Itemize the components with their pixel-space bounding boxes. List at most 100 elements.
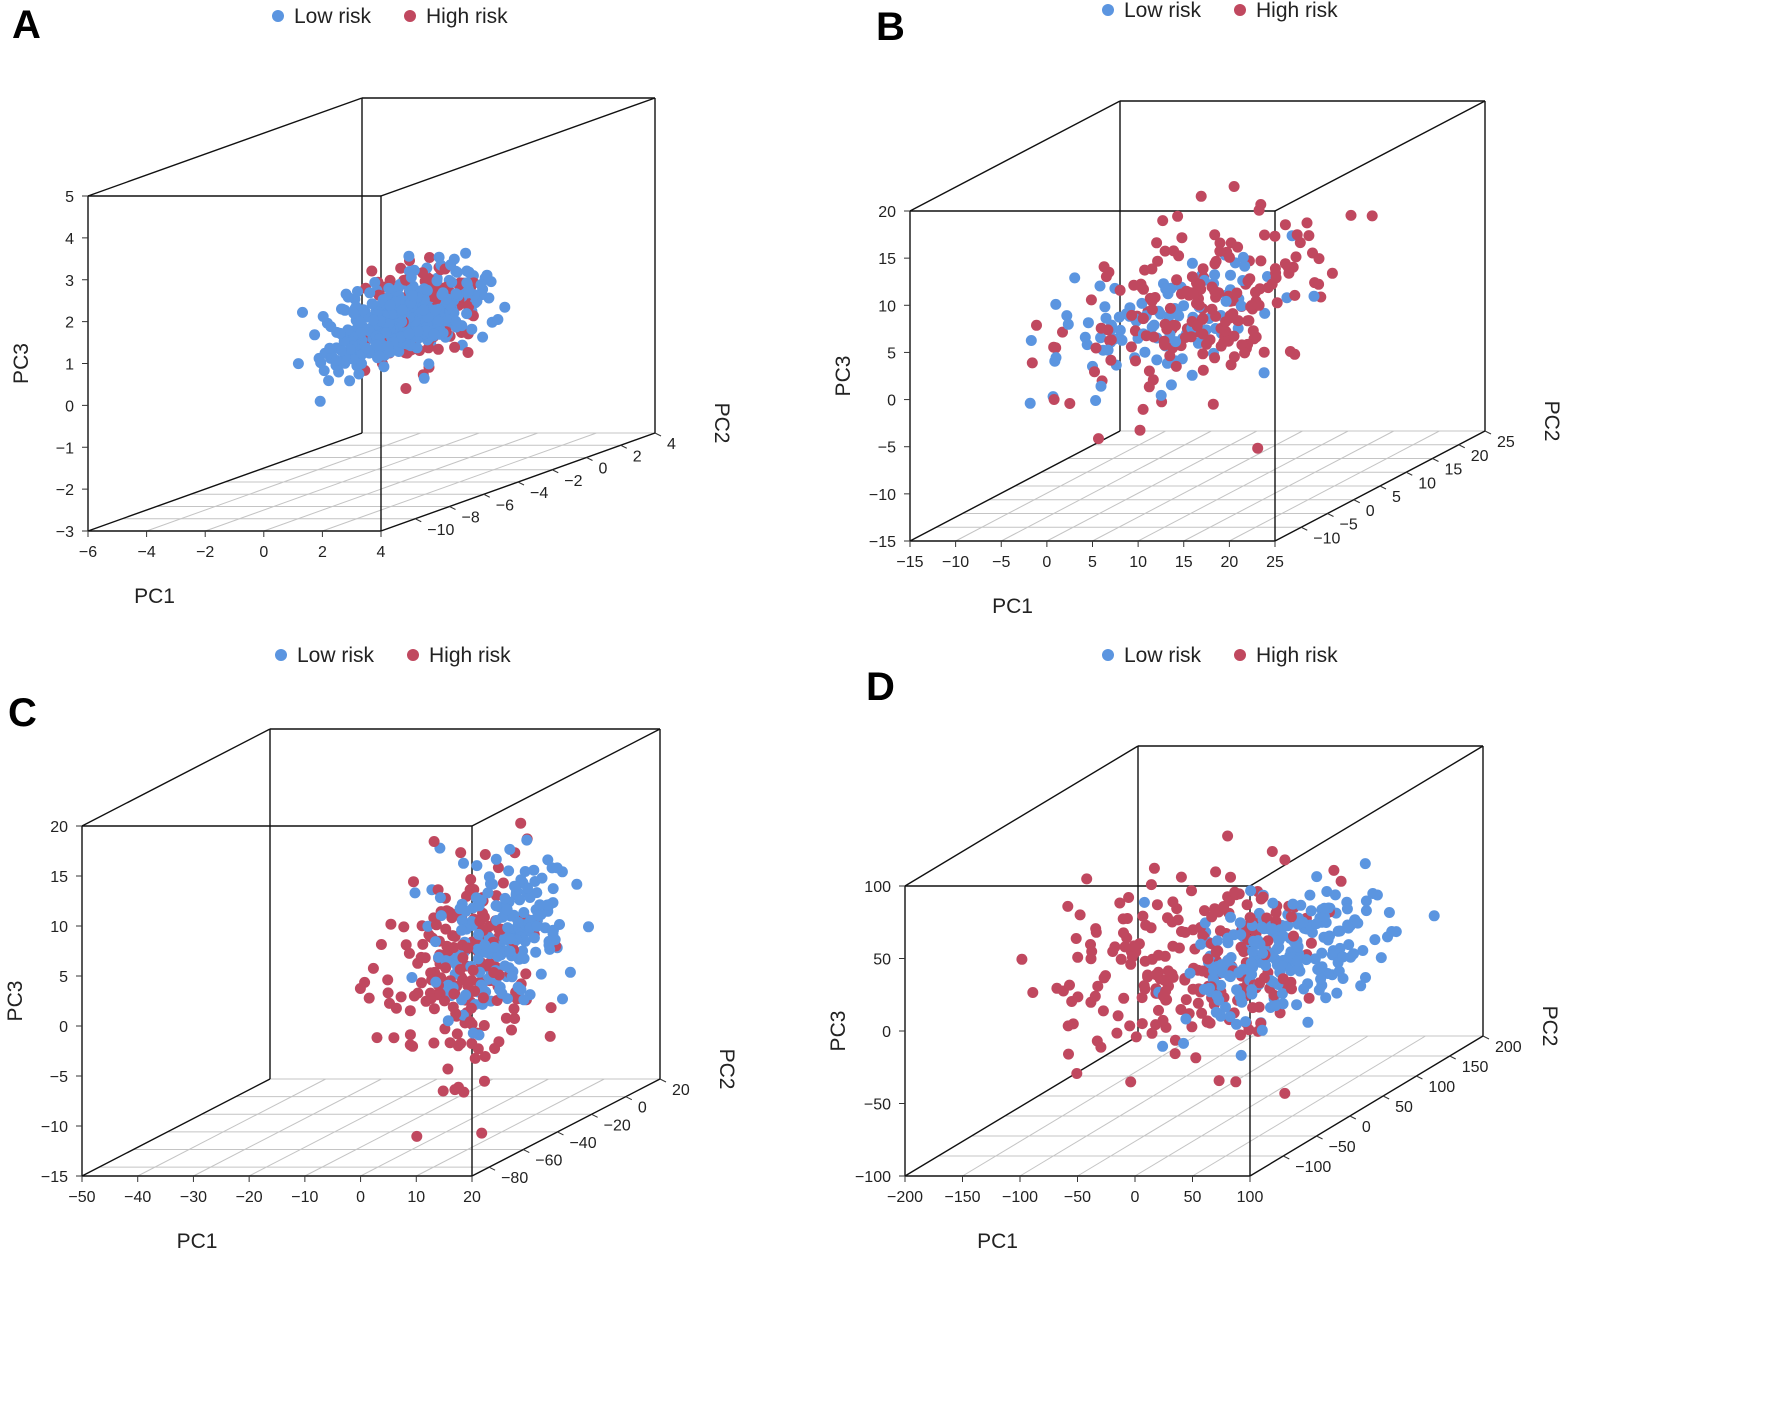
point-high-risk	[1214, 237, 1226, 249]
point-high-risk	[465, 874, 477, 885]
box-edge	[87, 432, 363, 532]
point-low-risk	[1234, 917, 1246, 929]
point-low-risk	[342, 291, 354, 303]
point-low-risk	[1184, 967, 1196, 979]
point-high-risk	[375, 939, 387, 950]
point-high-risk	[476, 1127, 488, 1139]
point-high-risk	[1258, 346, 1270, 358]
point-high-risk	[366, 265, 378, 277]
point-high-risk	[1115, 953, 1127, 965]
point-low-risk	[516, 950, 528, 962]
point-high-risk	[1209, 229, 1221, 241]
x-axis-label: PC1	[977, 1230, 1018, 1253]
point-low-risk	[442, 1015, 454, 1027]
y-tick-mark	[1416, 1075, 1423, 1080]
point-low-risk	[551, 862, 563, 874]
z-tick-label: 10	[50, 919, 68, 936]
point-low-risk	[1292, 941, 1304, 953]
point-low-risk	[348, 307, 360, 319]
point-low-risk	[1360, 895, 1372, 907]
point-high-risk	[1193, 299, 1205, 311]
point-high-risk	[1151, 237, 1163, 249]
point-low-risk	[1234, 989, 1246, 1001]
point-low-risk	[1211, 935, 1223, 947]
point-high-risk	[1242, 315, 1254, 327]
point-low-risk	[369, 277, 381, 288]
point-high-risk	[1307, 247, 1318, 259]
y-tick-label: 150	[1462, 1059, 1489, 1076]
point-low-risk	[1355, 980, 1367, 992]
point-low-risk	[1230, 1018, 1242, 1030]
data-points	[354, 817, 594, 1142]
point-high-risk	[1124, 1020, 1136, 1032]
y-tick-mark	[1379, 485, 1387, 490]
point-low-risk	[383, 282, 395, 294]
y-tick-label: −40	[569, 1135, 596, 1152]
y-tick-label: −80	[501, 1170, 528, 1187]
panel-c: C−50 −40 −30 −20 −10 0 10 20−15−10−505101520−80…	[4, 644, 738, 1253]
point-high-risk	[462, 347, 474, 358]
point-low-risk	[364, 287, 376, 299]
legend-high-marker	[1234, 649, 1246, 661]
z-tick-label: 15	[878, 251, 896, 268]
point-high-risk	[506, 1024, 517, 1036]
point-high-risk	[1259, 229, 1270, 241]
y-tick-label: 0	[599, 461, 608, 478]
point-high-risk	[1140, 330, 1152, 342]
point-low-risk	[518, 907, 530, 918]
point-high-risk	[1117, 913, 1129, 925]
point-high-risk	[1206, 281, 1218, 293]
point-low-risk	[1139, 346, 1151, 358]
point-high-risk	[1016, 953, 1028, 965]
point-high-risk	[1089, 366, 1100, 378]
point-high-risk	[1301, 217, 1313, 229]
point-high-risk	[1152, 255, 1164, 267]
point-high-risk	[447, 1001, 459, 1013]
point-low-risk	[1155, 389, 1167, 401]
point-high-risk	[1121, 932, 1133, 944]
point-low-risk	[396, 304, 408, 316]
point-high-risk	[1328, 864, 1340, 876]
point-high-risk	[1269, 263, 1281, 275]
point-high-risk	[472, 1043, 484, 1055]
point-high-risk	[1279, 1087, 1291, 1099]
point-high-risk	[1270, 907, 1282, 919]
point-low-risk	[531, 920, 543, 932]
x-tick-label: 25	[1266, 554, 1284, 571]
point-low-risk	[1321, 886, 1333, 897]
point-high-risk	[457, 952, 469, 964]
point-high-risk	[1186, 1021, 1198, 1033]
point-low-risk	[1069, 272, 1081, 284]
point-high-risk	[390, 1002, 402, 1014]
legend-low-label: Low risk	[297, 644, 375, 667]
point-high-risk	[477, 992, 489, 1004]
point-high-risk	[1125, 1076, 1137, 1088]
point-low-risk	[1222, 954, 1234, 966]
point-high-risk	[1137, 312, 1149, 324]
point-high-risk	[1027, 987, 1039, 998]
point-high-risk	[1187, 924, 1199, 936]
point-high-risk	[451, 1028, 463, 1040]
point-low-risk	[1326, 949, 1338, 961]
floor-grid-line	[1077, 1035, 1311, 1177]
point-low-risk	[1343, 939, 1355, 951]
point-low-risk	[1240, 1016, 1251, 1028]
point-high-risk	[1225, 871, 1236, 883]
point-low-risk	[418, 372, 430, 384]
point-low-risk	[406, 972, 418, 983]
point-high-risk	[1146, 263, 1158, 275]
point-low-risk	[405, 271, 417, 283]
point-low-risk	[490, 900, 502, 912]
point-low-risk	[314, 395, 326, 407]
point-low-risk	[483, 871, 495, 883]
point-high-risk	[1095, 322, 1107, 334]
point-high-risk	[1063, 1048, 1074, 1060]
point-high-risk	[1228, 181, 1240, 192]
box-edge	[81, 1078, 271, 1177]
z-axis-label: PC3	[827, 1011, 850, 1052]
point-low-risk	[1428, 910, 1440, 922]
point-high-risk	[1210, 866, 1222, 878]
point-low-risk	[384, 299, 396, 311]
point-high-risk	[1207, 398, 1219, 410]
point-low-risk	[456, 915, 468, 926]
